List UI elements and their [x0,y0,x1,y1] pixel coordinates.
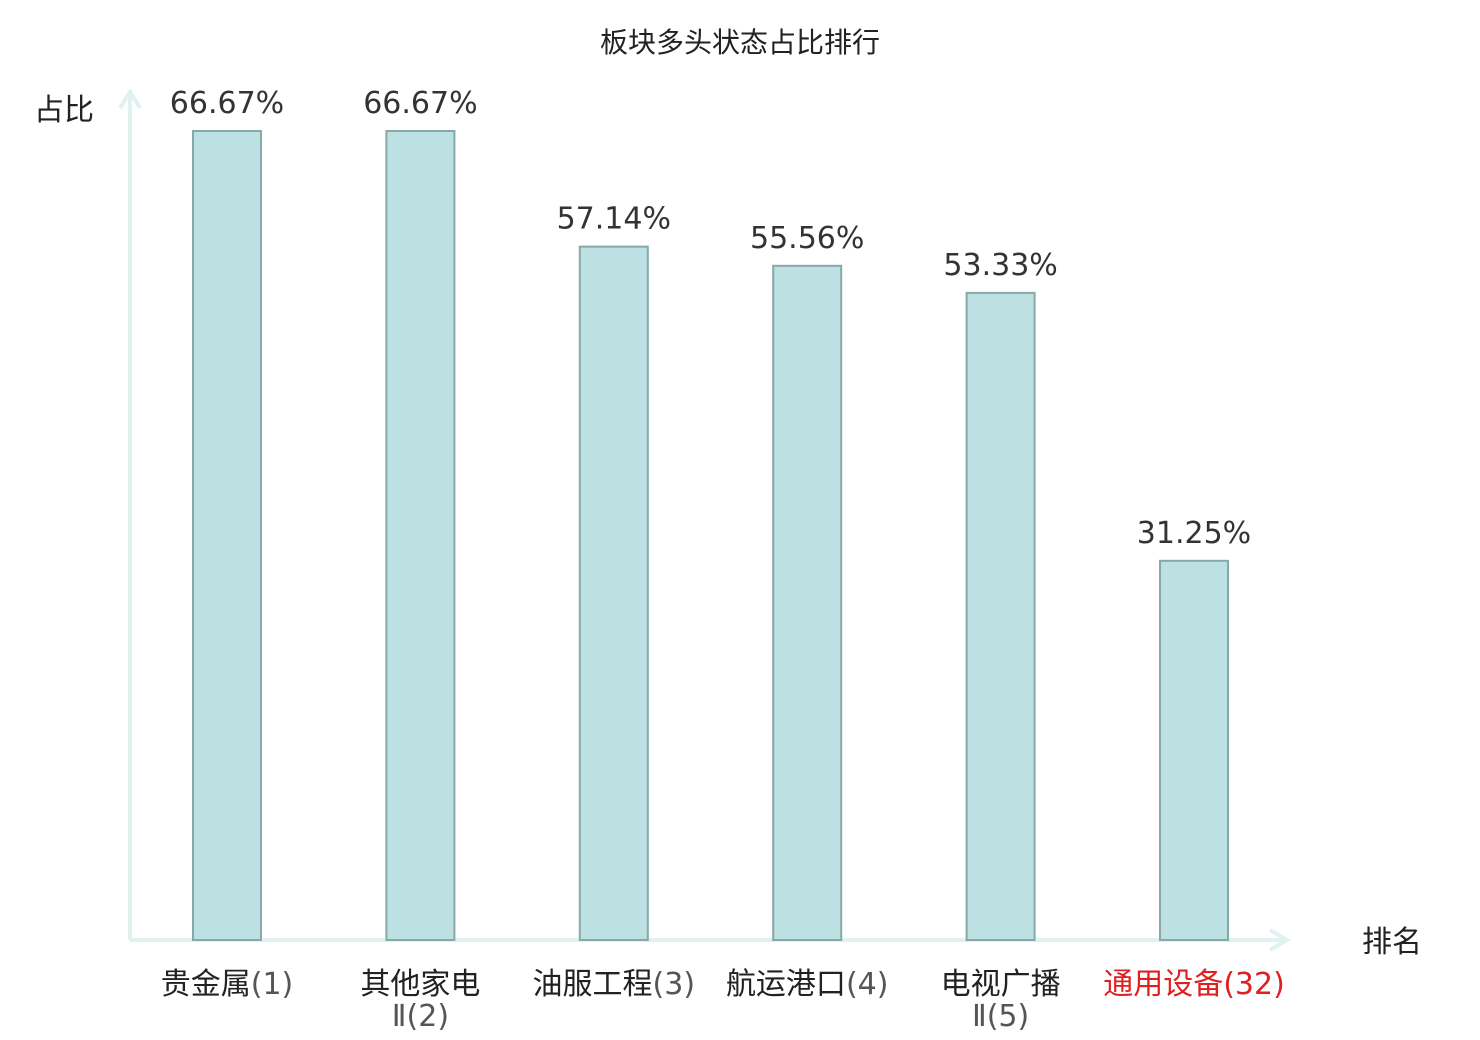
bar [1159,559,1229,942]
bar [192,130,262,941]
category-name-suffix: Ⅱ [392,999,407,1034]
category-label: 航运港口(4) [726,967,889,1002]
bar-value-label: 31.25% [1137,516,1251,551]
category-name: 电视广播 [941,967,1061,1002]
bar-value-label: 55.56% [750,221,864,256]
category-name: 航运港口 [726,967,846,1002]
bar [772,264,843,941]
bar [385,130,456,941]
y-axis-label: 占比 [34,93,94,128]
category-rank: (2) [407,999,450,1034]
category-name: 油服工程 [533,967,653,1002]
y-axis: 占比 [34,88,142,940]
bars-group [192,130,1229,942]
bar-value-label: 57.14% [557,202,671,237]
category-rank: (5) [987,999,1030,1034]
value-labels-group: 66.67% 66.67% 57.14% 55.56% 53.33% 31.25% [170,86,1251,551]
category-rank: (32) [1223,967,1285,1002]
category-label: 贵金属(1) [161,967,294,1002]
category-label: 油服工程(3) [533,967,696,1002]
category-label-line2: Ⅱ(5) [972,999,1029,1034]
x-axis-label: 排名 [1362,925,1422,960]
bar-value-label: 66.67% [170,86,284,121]
category-label: 通用设备(32) [1103,967,1285,1002]
bar [578,245,649,942]
bar-value-label: 66.67% [363,86,477,121]
x-axis: 排名 [130,925,1422,960]
category-rank: (3) [653,967,696,1002]
category-label: 电视广播 [941,967,1061,1002]
x-axis-arrow [1268,928,1291,952]
category-name: 其他家电 [360,967,480,1002]
category-name: 贵金属 [161,967,251,1002]
bar-value-label: 53.33% [943,248,1057,283]
category-label-line2: Ⅱ(2) [392,999,449,1034]
category-rank: (1) [251,967,294,1002]
category-name-suffix: Ⅱ [972,999,987,1034]
category-rank: (4) [846,967,889,1002]
category-name: 通用设备 [1103,967,1223,1002]
chart-title: 板块多头状态占比排行 [600,26,880,59]
category-label: 其他家电 [360,967,480,1002]
y-axis-arrow [118,88,142,110]
bar [965,291,1036,941]
